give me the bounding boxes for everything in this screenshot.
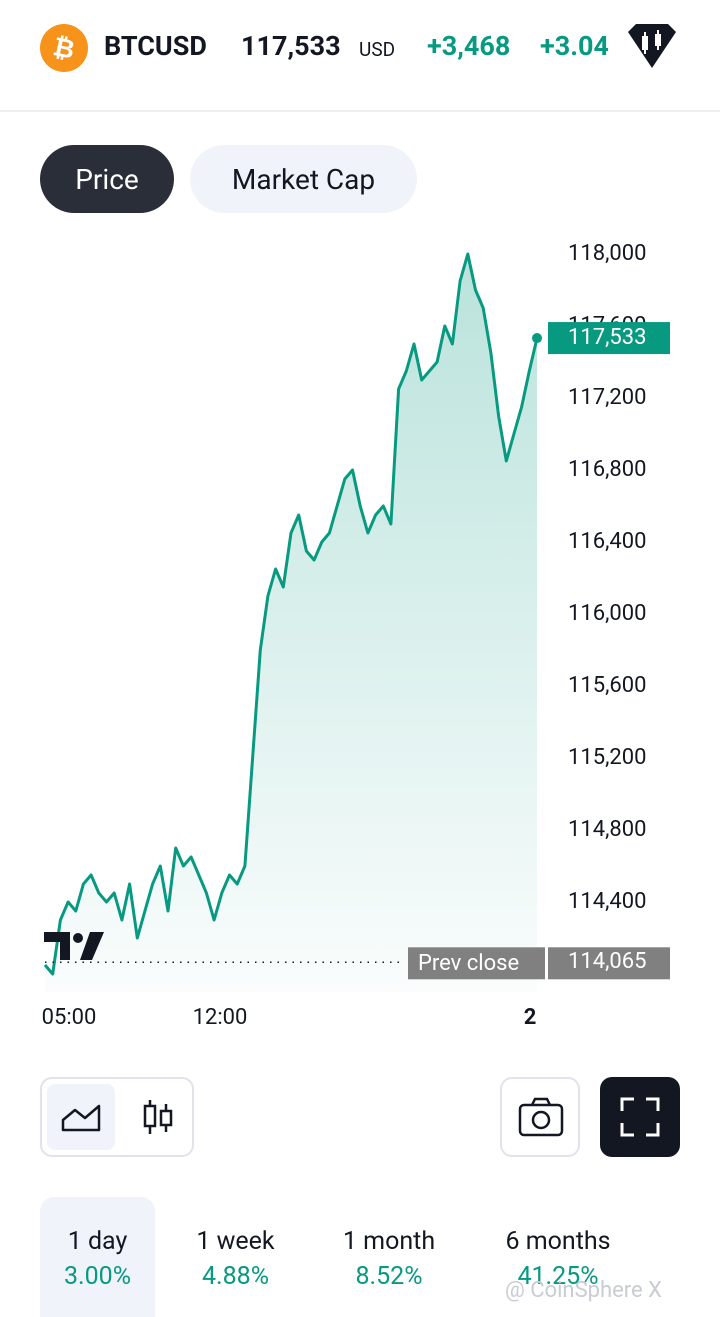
prev-close-name: Prev close [418,951,519,976]
symbol: BTCUSD [104,30,207,62]
change-percent: +3.04% [540,30,608,62]
tv-logo [44,932,104,960]
screenshot-button[interactable] [500,1077,580,1157]
candle-style-button[interactable] [130,1084,190,1150]
change: +3,468 [427,30,511,62]
timeframe-1d[interactable]: 1 day 3.00% [40,1197,155,1317]
line-style-button[interactable] [47,1084,115,1150]
price: 117,533 [241,30,341,62]
timeframe-6m[interactable]: 6 months 41.25% [490,1197,626,1317]
timeframe-name: 1 week [196,1227,275,1256]
btc-icon: ₿ [40,24,88,72]
tab-price[interactable]: Price [40,145,174,213]
timeframe-1m[interactable]: 1 month 8.52% [326,1197,452,1317]
change-percent-clip: +3.04% [540,30,608,62]
timeframe-1w[interactable]: 1 week 4.88% [178,1197,293,1317]
x-tick-label: 2 [524,1005,537,1030]
fullscreen-button[interactable] [600,1077,680,1157]
y-tick-label: 118,000 [568,241,647,266]
y-tick-label: 114,800 [568,817,647,842]
y-tick-label: 116,800 [568,457,647,482]
y-tick-label: 115,600 [568,673,647,698]
y-tick-label: 115,200 [568,745,647,770]
price-line [43,252,539,976]
area-fill [45,254,537,992]
chart: 114,400 114,800 115,200 115,600 116,000 116,4… [42,241,670,1030]
timeframe-change: 8.52% [355,1262,423,1291]
prev-close-value: 114,065 [568,949,647,974]
chart-style-group [40,1077,194,1157]
header: ₿ BTCUSD 117,533 USD +3,468 +3.04% [0,0,720,112]
last-price-label: 117,533 [568,325,647,350]
last-price-box [548,322,670,355]
watermark: @ CoinSphere X [505,1278,662,1303]
y-tick-label: 117,200 [568,385,647,410]
y-tick-label: 116,400 [568,529,647,554]
y-tick-label: 116,000 [568,601,647,626]
timeframe-name: 1 day [67,1227,128,1256]
timeframe-name: 6 months [505,1227,611,1256]
timeframe-change: 41.25% [517,1262,599,1291]
currency: USD [359,38,396,61]
x-tick-label: 05:00 [42,1005,97,1030]
y-tick-label: 114,400 [568,889,647,914]
prev-close-name-box [408,947,545,980]
timeframe-name: 1 month [342,1227,436,1256]
x-tick-label: 12:00 [193,1005,248,1030]
alert-icon[interactable] [624,22,680,72]
timeframe-change: 4.88% [201,1262,270,1291]
prev-close-value-box [548,947,670,980]
timeframe-change: 3.00% [63,1262,132,1291]
tab-market-cap[interactable]: Market Cap [190,145,417,213]
last-point [532,333,542,344]
